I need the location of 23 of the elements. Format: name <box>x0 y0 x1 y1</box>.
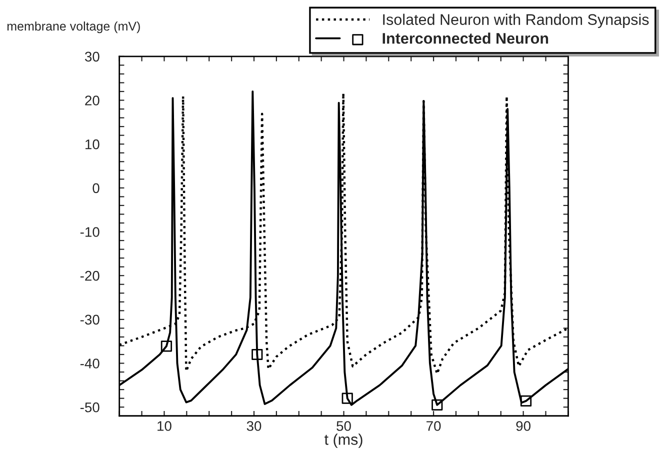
legend-label: Isolated Neuron with Random Synapsis <box>383 14 649 28</box>
point <box>160 340 172 352</box>
x-tick-label: 70 <box>426 421 441 431</box>
x-tick-label: 10 <box>158 421 172 431</box>
x-tick-label: 50 <box>336 421 351 431</box>
point <box>342 392 353 404</box>
y-tick-label: 0 <box>92 183 100 194</box>
x-tick-label: 30 <box>246 421 262 431</box>
x-axis-title: t (ms) <box>324 434 362 448</box>
y-tick-label: -20 <box>80 270 100 281</box>
y-axis-title: membrane voltage (mV) <box>7 21 140 34</box>
x-tick-label: 90 <box>516 421 530 431</box>
y-tick-label: 30 <box>84 52 100 62</box>
y-tick-label: -50 <box>80 402 100 412</box>
point <box>520 395 532 407</box>
y-tick-label: -10 <box>80 227 100 237</box>
y-tick-label: -40 <box>80 358 100 368</box>
y-tick-label: 10 <box>86 139 100 150</box>
legend-label: Interconnected Neuron <box>382 32 548 44</box>
y-tick-label: -30 <box>80 314 100 325</box>
point <box>432 399 443 410</box>
point <box>252 348 263 360</box>
y-tick-label: 20 <box>85 96 100 106</box>
